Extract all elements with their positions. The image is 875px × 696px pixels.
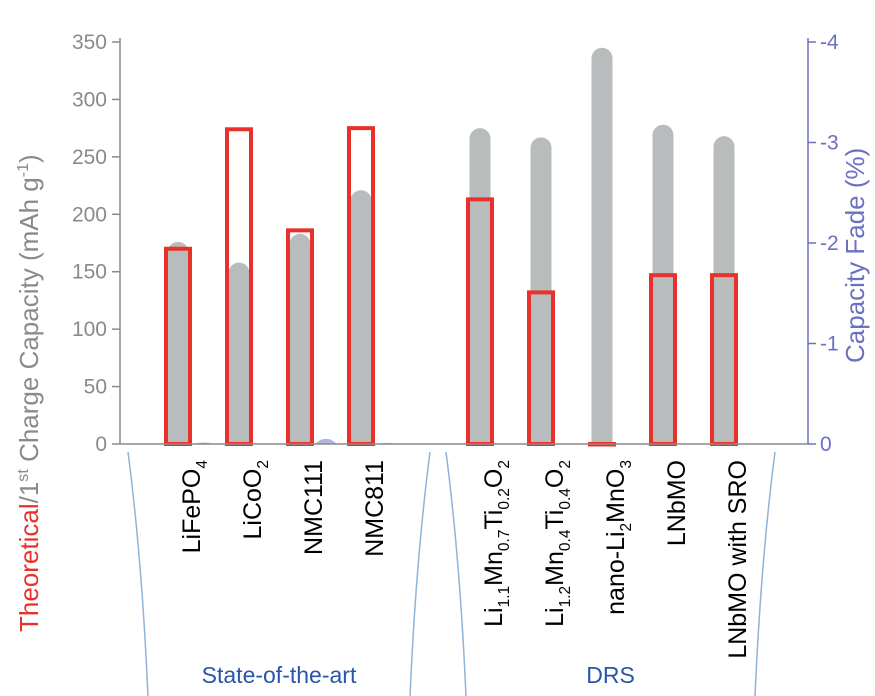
group-bracket [445, 451, 776, 696]
first-charge-bar [289, 233, 311, 444]
group-label: State-of-the-art [202, 662, 357, 688]
left-tick-label: 50 [84, 376, 107, 399]
category-label: nano-Li2MnO3 [602, 460, 635, 615]
category-label: LiFePO4 [178, 460, 211, 554]
axes-layer: 0 50 100 150 200 250 300 350 0 -1 -2 -3 -4 [72, 31, 839, 456]
category-label: Li1.1Mn0.7Ti0.2O2 [480, 460, 513, 627]
left-tick-label: 150 [72, 261, 107, 284]
first-charge-bar [652, 124, 674, 444]
category-label: LNbMO with SRO [724, 460, 752, 659]
left-axis-title: Theoretical/1st Charge Capacity (mAh g-1… [14, 154, 44, 632]
right-axis-title: Capacity Fade (%) [840, 148, 870, 363]
group-label: DRS [586, 662, 635, 688]
right-tick-label: -1 [820, 333, 839, 356]
group-bracket [127, 451, 431, 696]
left-tick-label: 0 [95, 433, 107, 456]
first-charge-bar [167, 241, 189, 444]
left-tick-label: 200 [72, 203, 107, 226]
first-charge-bar [228, 262, 250, 444]
left-tick-label: 100 [72, 318, 107, 341]
left-tick-label: 300 [72, 88, 107, 111]
left-tick-label: 350 [72, 31, 107, 54]
labels-layer: LiFePO4 LiCoO2 NMC111 NMC811 Li1.1Mn0.7Ti0.2… [14, 148, 870, 688]
right-tick-label: -3 [820, 132, 839, 155]
first-charge-bar [591, 47, 613, 444]
category-label: LiCoO2 [239, 460, 272, 540]
left-tick-label: 250 [72, 146, 107, 169]
right-tick-label: -4 [820, 31, 839, 54]
bars-layer [164, 47, 761, 447]
first-charge-bar [469, 128, 491, 444]
capacity-fade-bar [315, 438, 337, 444]
category-label: NMC111 [300, 460, 328, 555]
category-label: LNbMO [663, 460, 691, 546]
group-brackets [127, 451, 776, 696]
category-label: NMC811 [361, 460, 389, 557]
right-tick-label: -2 [820, 232, 839, 255]
first-charge-bar [350, 190, 372, 444]
first-charge-bar [713, 136, 735, 444]
right-tick-label: 0 [820, 433, 832, 456]
category-label: Li1.2Mn0.4Ti0.4O2 [541, 460, 574, 627]
